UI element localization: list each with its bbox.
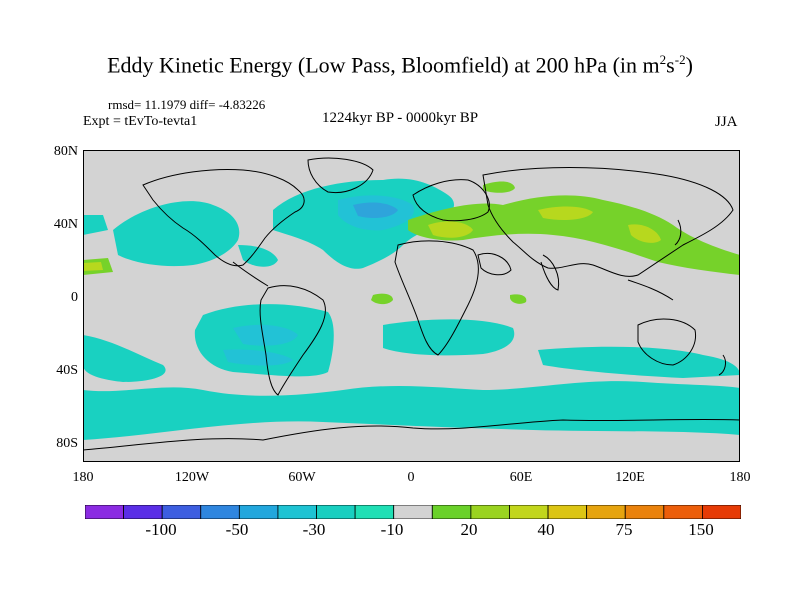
lon-label: 120E bbox=[615, 470, 645, 485]
coast-greenland bbox=[307, 157, 374, 194]
africa-patch bbox=[371, 293, 393, 305]
experiment-label: Expt = tEvTo-tevta1 bbox=[83, 114, 198, 129]
mediterranean-core bbox=[428, 221, 473, 238]
colorbar-swatch bbox=[431, 505, 472, 519]
colorbar-label: 20 bbox=[460, 520, 478, 539]
coast-antarctica bbox=[83, 418, 740, 451]
colorbar-swatch bbox=[85, 505, 124, 519]
lon-label: 60W bbox=[288, 470, 316, 485]
colorbar-label: -100 bbox=[145, 520, 177, 539]
world-map bbox=[83, 150, 740, 462]
coast-india bbox=[540, 254, 560, 291]
lon-label: 0 bbox=[407, 470, 415, 485]
eurasia-north bbox=[483, 181, 515, 193]
coast-south-america bbox=[259, 285, 326, 396]
southern-ocean-band bbox=[83, 381, 740, 440]
indian-ocean-band bbox=[383, 319, 515, 356]
strong-negative-regions bbox=[353, 202, 398, 218]
se-pacific-region bbox=[83, 335, 166, 382]
colorbar-label: -10 bbox=[380, 520, 404, 539]
lat-label: 80N bbox=[53, 144, 78, 159]
coast-australia bbox=[637, 318, 697, 366]
south-pacific-core2 bbox=[223, 349, 293, 366]
season-label: JJA bbox=[715, 114, 738, 130]
lat-label: 0 bbox=[71, 290, 78, 305]
coast-africa bbox=[394, 240, 479, 356]
lat-label: 40S bbox=[56, 363, 78, 378]
pacific-tropical-patch bbox=[238, 245, 278, 267]
asia-core bbox=[538, 206, 593, 220]
colorbar-swatch bbox=[663, 505, 703, 519]
colorbar-swatch bbox=[161, 505, 202, 519]
colorbar-swatch bbox=[547, 505, 588, 519]
coast-europe bbox=[412, 179, 490, 222]
colorbar-swatch bbox=[354, 505, 395, 519]
coast-asia bbox=[482, 167, 734, 277]
lat-label: 40N bbox=[53, 217, 78, 232]
colorbar-swatch bbox=[200, 505, 240, 519]
colorbar-swatch bbox=[702, 505, 741, 519]
east-asia-core bbox=[628, 224, 661, 243]
coast-north-america bbox=[142, 169, 305, 267]
colorbar-swatch bbox=[393, 505, 433, 519]
colorbar bbox=[85, 505, 741, 519]
colorbar-swatch bbox=[509, 505, 549, 519]
colorbar-swatch bbox=[123, 505, 163, 519]
rmsd-diff-label: rmsd= 11.1979 diff= -4.83226 bbox=[108, 97, 266, 112]
eurasia-band bbox=[408, 195, 740, 275]
colorbar-swatch bbox=[586, 505, 626, 519]
coast-central-america bbox=[232, 261, 269, 287]
colorbar-label: -50 bbox=[225, 520, 249, 539]
colorbar-swatch bbox=[470, 505, 510, 519]
lon-label: 120W bbox=[174, 470, 210, 485]
colorbar-swatch bbox=[277, 505, 317, 519]
lon-label: 180 bbox=[72, 470, 94, 485]
indian-patch bbox=[510, 294, 527, 304]
coast-japan bbox=[674, 219, 682, 246]
lon-label: 180 bbox=[729, 470, 751, 485]
colorbar-label: 150 bbox=[688, 520, 714, 539]
lon-label: 60E bbox=[509, 470, 533, 485]
colorbar-label: -30 bbox=[302, 520, 326, 539]
colorbar-label: 75 bbox=[615, 520, 633, 539]
north-pacific-small bbox=[83, 215, 108, 235]
coastlines bbox=[83, 157, 740, 451]
north-pacific-region bbox=[113, 201, 240, 267]
colorbar-swatch bbox=[238, 505, 279, 519]
australian-band bbox=[538, 346, 740, 378]
period-label: 1224kyr BP - 0000kyr BP bbox=[322, 110, 479, 126]
strong-positive-regions bbox=[83, 206, 661, 271]
map-title: Eddy Kinetic Energy (Low Pass, Bloomfiel… bbox=[107, 52, 693, 78]
colorbar-swatch bbox=[316, 505, 356, 519]
lat-label: 80S bbox=[56, 436, 78, 451]
coast-arabia bbox=[477, 253, 512, 276]
south-pacific-core bbox=[233, 324, 298, 346]
coast-new-zealand bbox=[718, 354, 727, 376]
colorbar-swatch bbox=[624, 505, 665, 519]
north-atlantic-strong bbox=[353, 202, 398, 218]
colorbar-label: 40 bbox=[537, 520, 555, 539]
pacific-edge-core bbox=[83, 262, 103, 271]
map-frame bbox=[83, 150, 740, 462]
coast-se-asia bbox=[627, 279, 674, 301]
